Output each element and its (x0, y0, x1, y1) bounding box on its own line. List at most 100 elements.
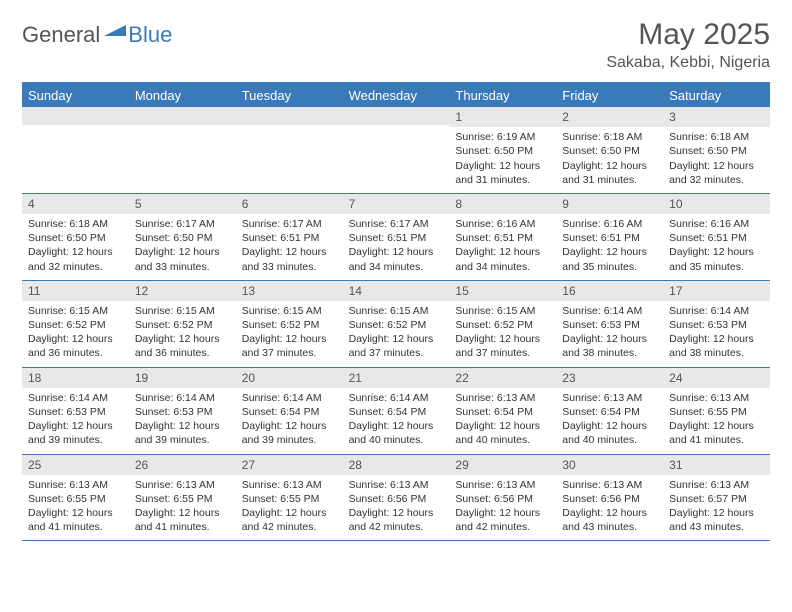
day-info (343, 125, 450, 134)
sunrise-text: Sunrise: 6:13 AM (455, 391, 550, 405)
sunset-text: Sunset: 6:52 PM (349, 318, 444, 332)
sunset-text: Sunset: 6:52 PM (242, 318, 337, 332)
calendar-cell: 17Sunrise: 6:14 AMSunset: 6:53 PMDayligh… (663, 281, 770, 367)
calendar-week: 25Sunrise: 6:13 AMSunset: 6:55 PMDayligh… (22, 455, 770, 542)
sunrise-text: Sunrise: 6:15 AM (242, 304, 337, 318)
dayhdr-tue: Tuesday (236, 84, 343, 107)
daylight-text: Daylight: 12 hours and 43 minutes. (562, 506, 657, 534)
sunrise-text: Sunrise: 6:13 AM (349, 478, 444, 492)
day-info: Sunrise: 6:19 AMSunset: 6:50 PMDaylight:… (449, 127, 556, 193)
calendar-cell: 13Sunrise: 6:15 AMSunset: 6:52 PMDayligh… (236, 281, 343, 367)
sunrise-text: Sunrise: 6:13 AM (562, 391, 657, 405)
daylight-text: Daylight: 12 hours and 32 minutes. (28, 245, 123, 273)
sunrise-text: Sunrise: 6:15 AM (28, 304, 123, 318)
dayhdr-sun: Sunday (22, 84, 129, 107)
day-info: Sunrise: 6:14 AMSunset: 6:53 PMDaylight:… (663, 301, 770, 367)
daylight-text: Daylight: 12 hours and 34 minutes. (349, 245, 444, 273)
calendar-cell: 8Sunrise: 6:16 AMSunset: 6:51 PMDaylight… (449, 194, 556, 280)
brand-part2: Blue (128, 22, 172, 48)
day-number: 17 (663, 281, 770, 301)
calendar-cell: 6Sunrise: 6:17 AMSunset: 6:51 PMDaylight… (236, 194, 343, 280)
calendar-cell: 27Sunrise: 6:13 AMSunset: 6:55 PMDayligh… (236, 455, 343, 541)
day-number: 9 (556, 194, 663, 214)
daylight-text: Daylight: 12 hours and 42 minutes. (455, 506, 550, 534)
sunset-text: Sunset: 6:51 PM (349, 231, 444, 245)
calendar-cell: 1Sunrise: 6:19 AMSunset: 6:50 PMDaylight… (449, 107, 556, 193)
sunrise-text: Sunrise: 6:13 AM (135, 478, 230, 492)
sunset-text: Sunset: 6:51 PM (669, 231, 764, 245)
day-number: 5 (129, 194, 236, 214)
calendar-cell: 16Sunrise: 6:14 AMSunset: 6:53 PMDayligh… (556, 281, 663, 367)
sunset-text: Sunset: 6:52 PM (28, 318, 123, 332)
dayhdr-sat: Saturday (663, 84, 770, 107)
calendar-cell: 5Sunrise: 6:17 AMSunset: 6:50 PMDaylight… (129, 194, 236, 280)
day-info: Sunrise: 6:16 AMSunset: 6:51 PMDaylight:… (449, 214, 556, 280)
calendar-week: 18Sunrise: 6:14 AMSunset: 6:53 PMDayligh… (22, 368, 770, 455)
sunrise-text: Sunrise: 6:14 AM (669, 304, 764, 318)
day-info: Sunrise: 6:16 AMSunset: 6:51 PMDaylight:… (556, 214, 663, 280)
sunrise-text: Sunrise: 6:14 AM (242, 391, 337, 405)
calendar-cell: 15Sunrise: 6:15 AMSunset: 6:52 PMDayligh… (449, 281, 556, 367)
sunset-text: Sunset: 6:53 PM (669, 318, 764, 332)
sunrise-text: Sunrise: 6:14 AM (28, 391, 123, 405)
daylight-text: Daylight: 12 hours and 39 minutes. (242, 419, 337, 447)
daylight-text: Daylight: 12 hours and 40 minutes. (455, 419, 550, 447)
sunrise-text: Sunrise: 6:16 AM (455, 217, 550, 231)
day-info: Sunrise: 6:16 AMSunset: 6:51 PMDaylight:… (663, 214, 770, 280)
sunrise-text: Sunrise: 6:19 AM (455, 130, 550, 144)
day-info: Sunrise: 6:15 AMSunset: 6:52 PMDaylight:… (22, 301, 129, 367)
day-number: 11 (22, 281, 129, 301)
day-number: 22 (449, 368, 556, 388)
sunrise-text: Sunrise: 6:18 AM (28, 217, 123, 231)
sunrise-text: Sunrise: 6:16 AM (669, 217, 764, 231)
sunset-text: Sunset: 6:56 PM (349, 492, 444, 506)
calendar-cell: 28 Sunrise: 6:13 AMSunset: 6:56 PMDayligh… (343, 455, 450, 541)
day-info: Sunrise: 6:14 AMSunset: 6:53 PMDaylight:… (556, 301, 663, 367)
daylight-text: Daylight: 12 hours and 38 minutes. (669, 332, 764, 360)
sunrise-text: Sunrise: 6:18 AM (669, 130, 764, 144)
day-number: 29 (449, 455, 556, 475)
day-number: 6 (236, 194, 343, 214)
daylight-text: Daylight: 12 hours and 40 minutes. (562, 419, 657, 447)
sunset-text: Sunset: 6:55 PM (28, 492, 123, 506)
daylight-text: Daylight: 12 hours and 35 minutes. (562, 245, 657, 273)
sunset-text: Sunset: 6:51 PM (455, 231, 550, 245)
day-info: Sunrise: 6:15 AMSunset: 6:52 PMDaylight:… (129, 301, 236, 367)
logo-triangle-icon (104, 22, 126, 41)
daylight-text: Daylight: 12 hours and 31 minutes. (455, 159, 550, 187)
sunrise-text: Sunrise: 6:13 AM (562, 478, 657, 492)
calendar-cell: 21Sunrise: 6:14 AMSunset: 6:54 PMDayligh… (343, 368, 450, 454)
daylight-text: Daylight: 12 hours and 42 minutes. (349, 506, 444, 534)
daylight-text: Daylight: 12 hours and 41 minutes. (135, 506, 230, 534)
day-number: 25 (22, 455, 129, 475)
daylight-text: Daylight: 12 hours and 34 minutes. (455, 245, 550, 273)
day-number: 10 (663, 194, 770, 214)
calendar-cell: 29Sunrise: 6:13 AMSunset: 6:56 PMDayligh… (449, 455, 556, 541)
sunset-text: Sunset: 6:55 PM (135, 492, 230, 506)
calendar-cell: 14Sunrise: 6:15 AMSunset: 6:52 PMDayligh… (343, 281, 450, 367)
brand-logo: General Blue (22, 22, 172, 48)
sunset-text: Sunset: 6:51 PM (562, 231, 657, 245)
day-number (343, 107, 450, 125)
day-number: 28 (343, 455, 450, 475)
day-number: 3 (663, 107, 770, 127)
calendar-cell: 10Sunrise: 6:16 AMSunset: 6:51 PMDayligh… (663, 194, 770, 280)
calendar-cell: 30Sunrise: 6:13 AMSunset: 6:56 PMDayligh… (556, 455, 663, 541)
sunrise-text: Sunrise: 6:13 AM (669, 391, 764, 405)
daylight-text: Daylight: 12 hours and 41 minutes. (28, 506, 123, 534)
sunrise-text: Sunrise: 6:17 AM (242, 217, 337, 231)
sunset-text: Sunset: 6:54 PM (349, 405, 444, 419)
dayhdr-mon: Monday (129, 84, 236, 107)
sunrise-text: Sunrise: 6:17 AM (349, 217, 444, 231)
day-number: 2 (556, 107, 663, 127)
daylight-text: Daylight: 12 hours and 33 minutes. (242, 245, 337, 273)
day-number (22, 107, 129, 125)
daylight-text: Daylight: 12 hours and 37 minutes. (455, 332, 550, 360)
daylight-text: Daylight: 12 hours and 38 minutes. (562, 332, 657, 360)
sunset-text: Sunset: 6:55 PM (669, 405, 764, 419)
sunset-text: Sunset: 6:50 PM (562, 144, 657, 158)
day-header-row: Sunday Monday Tuesday Wednesday Thursday… (22, 84, 770, 107)
day-info: Sunrise: 6:15 AMSunset: 6:52 PMDaylight:… (449, 301, 556, 367)
sunset-text: Sunset: 6:55 PM (242, 492, 337, 506)
day-number: 24 (663, 368, 770, 388)
